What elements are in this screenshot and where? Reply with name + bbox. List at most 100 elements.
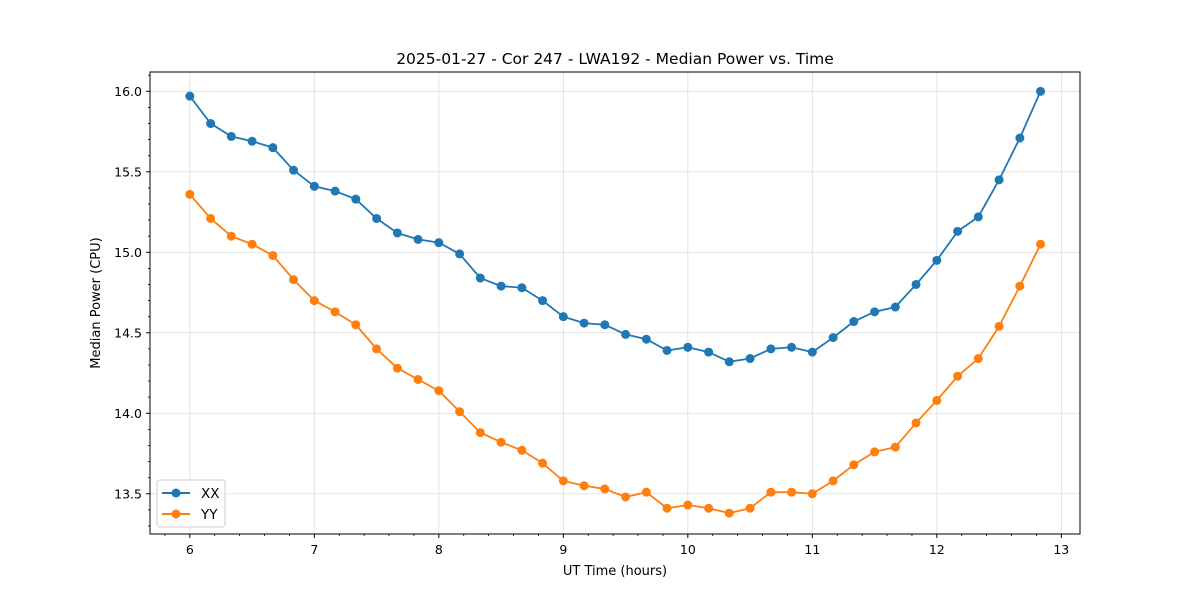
series-xx-point [994, 175, 1004, 185]
series-xx-point [372, 213, 382, 223]
series-yy-point [621, 492, 631, 502]
y-tick-label: 15.0 [114, 245, 142, 260]
series-xx-point [641, 334, 651, 344]
series-yy-point [828, 476, 838, 486]
series-xx-point [496, 281, 506, 291]
series-xx-point [932, 255, 942, 265]
series-yy-point [247, 239, 257, 249]
series-yy-point [351, 320, 361, 330]
series-xx-point [330, 186, 340, 196]
x-tick-label: 10 [680, 542, 696, 557]
plot-frame [149, 71, 1081, 535]
legend: XX YY [156, 479, 226, 528]
series-yy-point [724, 508, 734, 518]
x-tick-label: 13 [1053, 542, 1069, 557]
series-xx-point [413, 234, 423, 244]
series-yy-point [1036, 239, 1046, 249]
series-xx-point [1015, 133, 1025, 143]
series-xx-point [600, 320, 610, 330]
series-xx-point [745, 354, 755, 364]
series-xx-point [517, 283, 527, 293]
series-yy-point [392, 363, 402, 373]
series-yy-point [953, 371, 963, 381]
series-xx-point [683, 342, 693, 352]
series-yy-point [330, 307, 340, 317]
series-xx-point [807, 347, 817, 357]
series-xx-point [911, 279, 921, 289]
x-tick-label: 7 [310, 542, 318, 557]
series-yy-point [434, 386, 444, 396]
chart-title: 2025-01-27 - Cor 247 - LWA192 - Median P… [396, 50, 834, 68]
series-yy-point [911, 418, 921, 428]
x-axis-label: UT Time (hours) [563, 564, 667, 579]
series-xx-point [268, 143, 278, 153]
legend-yy-label: YY [200, 507, 218, 523]
series-xx-point [828, 333, 838, 343]
series-yy-point [538, 458, 548, 468]
series-yy-point [807, 489, 817, 499]
legend-xx-label: XX [201, 486, 220, 502]
series-yy-point [600, 484, 610, 494]
series-layer [185, 86, 1046, 518]
series-xx-point [766, 344, 776, 354]
series-xx-point [870, 307, 880, 317]
series-yy-point [745, 503, 755, 513]
series-xx-point [206, 119, 216, 129]
series-yy-point [206, 213, 216, 223]
y-tick-label: 15.5 [114, 164, 142, 179]
series-xx-point [226, 131, 236, 141]
series-yy-point [683, 500, 693, 510]
series-xx-point [351, 194, 361, 204]
series-yy-point [558, 476, 568, 486]
series-yy-point [268, 251, 278, 261]
x-tick-label: 12 [929, 542, 945, 557]
series-yy-point [413, 374, 423, 384]
x-tick-label: 11 [804, 542, 820, 557]
series-xx-point [973, 212, 983, 222]
series-yy-point [973, 354, 983, 364]
series-yy-point [870, 447, 880, 457]
series-yy-point [662, 503, 672, 513]
series-yy-point [1015, 281, 1025, 291]
series-xx-point [309, 181, 319, 191]
series-yy-point [890, 442, 900, 452]
series-xx-point [579, 318, 589, 328]
series-xx-point [890, 302, 900, 312]
series-xx-point [662, 345, 672, 355]
y-tick-label: 16.0 [114, 84, 142, 99]
series-yy-point [185, 189, 195, 199]
y-axis-label: Median Power (CPU) [89, 237, 104, 368]
series-yy-point [372, 344, 382, 354]
x-tick-label: 9 [559, 542, 567, 557]
series-yy-point [787, 487, 797, 497]
series-xx-point [185, 91, 195, 101]
series-xx-point [558, 312, 568, 322]
series-xx-point [455, 249, 465, 259]
series-yy-point [849, 460, 859, 470]
y-tick-label: 13.5 [114, 486, 142, 501]
series-yy-point [641, 487, 651, 497]
series-xx-point [621, 329, 631, 339]
legend-xx-marker [171, 488, 181, 498]
series-xx-point [247, 136, 257, 146]
series-yy-point [766, 487, 776, 497]
y-tick-label: 14.5 [114, 325, 142, 340]
x-tick-label: 6 [186, 542, 194, 557]
series-xx-point [724, 357, 734, 367]
series-xx-point [704, 347, 714, 357]
axis-ticks: 6 7 8 9 10 11 12 13 13.5 14.0 14.5 15.0 15.5 16.0 [114, 74, 1069, 557]
series-xx-point [1036, 86, 1046, 96]
series-xx-point [289, 165, 299, 175]
series-xx-point [953, 226, 963, 236]
x-tick-label: 8 [435, 542, 443, 557]
series-yy-point [932, 395, 942, 405]
series-xx-point [787, 342, 797, 352]
series-yy-point [994, 321, 1004, 331]
legend-yy-marker [171, 509, 181, 519]
series-yy-point [704, 503, 714, 513]
series-xx-point [475, 273, 485, 283]
series-xx-point [538, 296, 548, 306]
series-yy-point [517, 445, 527, 455]
series-yy-point [309, 296, 319, 306]
